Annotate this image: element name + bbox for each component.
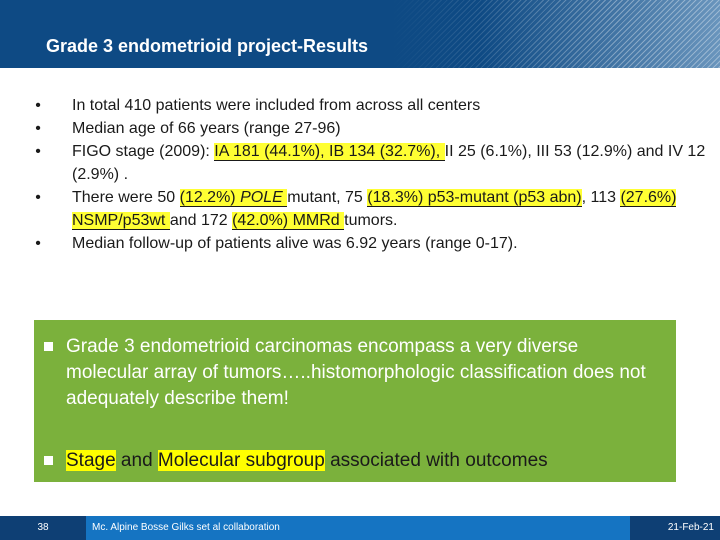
square-bullet-icon <box>44 456 53 465</box>
footer-text: Mc. Alpine Bosse Gilks set al collaborat… <box>86 516 630 540</box>
bullet-follow-up: • Median follow-up of patients alive was … <box>28 232 708 255</box>
highlight-molecular-subgroup: Molecular subgroup <box>157 450 325 471</box>
bullet-dot-icon: • <box>35 97 41 114</box>
bullet-dot-icon: • <box>35 235 41 252</box>
results-bullet-list: • In total 410 patients were included fro… <box>28 94 708 255</box>
highlight-pole: POLE <box>240 189 288 207</box>
bullet-dot-icon: • <box>35 143 41 160</box>
bullet-patients: • In total 410 patients were included fro… <box>28 94 708 117</box>
header-hatch-pattern <box>390 0 720 68</box>
bullet-molecular-groups: • There were 50 (12.2%) POLE mutant, 75 (… <box>28 186 708 232</box>
bullet-figo-stage: • FIGO stage (2009): IA 181 (44.1%), IB 1… <box>28 140 708 186</box>
highlight-pole-pct: (12.2%) <box>179 189 241 207</box>
bullet-dot-icon: • <box>35 120 41 137</box>
slide-title: Grade 3 endometrioid project-Results <box>46 36 369 56</box>
footer-date: 21-Feb-21 <box>630 516 720 540</box>
conclusion-box: Grade 3 endometrioid carcinomas encompas… <box>34 320 676 482</box>
footer-bar: 38 Mc. Alpine Bosse Gilks set al collabo… <box>0 516 720 540</box>
conclusion-item-outcomes: Stage and Molecular subgroup associated … <box>44 448 664 474</box>
highlight-stage: Stage <box>66 450 116 471</box>
highlight-mmrd: (42.0%) MMRd <box>232 212 345 230</box>
square-bullet-icon <box>44 342 53 351</box>
header-gradient <box>480 0 720 68</box>
bullet-median-age: • Median age of 66 years (range 27-96) <box>28 117 708 140</box>
title-bar: Grade 3 endometrioid project-Results <box>0 0 720 68</box>
conclusion-item-diversity: Grade 3 endometrioid carcinomas encompas… <box>44 334 664 412</box>
bullet-dot-icon: • <box>35 189 41 206</box>
highlight-stage-ia-ib: IA 181 (44.1%), IB 134 (32.7%), <box>214 143 445 161</box>
slide-number: 38 <box>0 516 86 540</box>
highlight-p53: (18.3%) p53-mutant (p53 abn) <box>367 189 582 207</box>
